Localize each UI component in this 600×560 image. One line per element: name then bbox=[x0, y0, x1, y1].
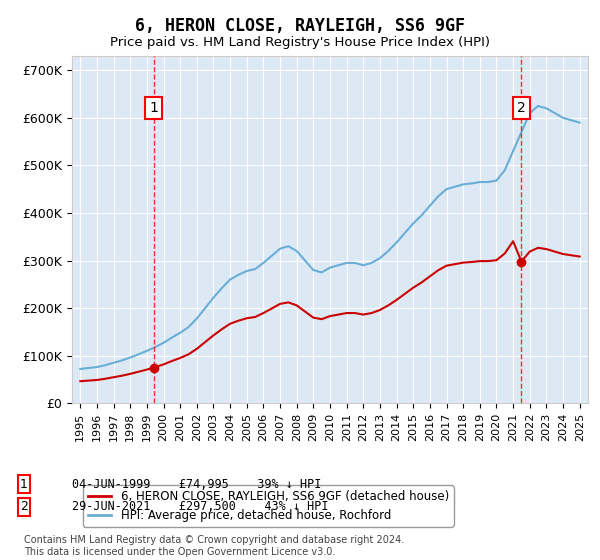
Text: 6, HERON CLOSE, RAYLEIGH, SS6 9GF: 6, HERON CLOSE, RAYLEIGH, SS6 9GF bbox=[135, 17, 465, 35]
Text: 04-JUN-1999    £74,995    39% ↓ HPI: 04-JUN-1999 £74,995 39% ↓ HPI bbox=[72, 478, 322, 491]
Text: Contains HM Land Registry data © Crown copyright and database right 2024.
This d: Contains HM Land Registry data © Crown c… bbox=[24, 535, 404, 557]
Text: 2: 2 bbox=[517, 101, 526, 115]
Text: 29-JUN-2021    £297,500    43% ↓ HPI: 29-JUN-2021 £297,500 43% ↓ HPI bbox=[72, 500, 329, 514]
Text: 1: 1 bbox=[149, 101, 158, 115]
Legend: 6, HERON CLOSE, RAYLEIGH, SS6 9GF (detached house), HPI: Average price, detached: 6, HERON CLOSE, RAYLEIGH, SS6 9GF (detac… bbox=[83, 486, 454, 527]
Text: Price paid vs. HM Land Registry's House Price Index (HPI): Price paid vs. HM Land Registry's House … bbox=[110, 36, 490, 49]
Text: 1: 1 bbox=[20, 478, 28, 491]
Text: 2: 2 bbox=[20, 500, 28, 514]
